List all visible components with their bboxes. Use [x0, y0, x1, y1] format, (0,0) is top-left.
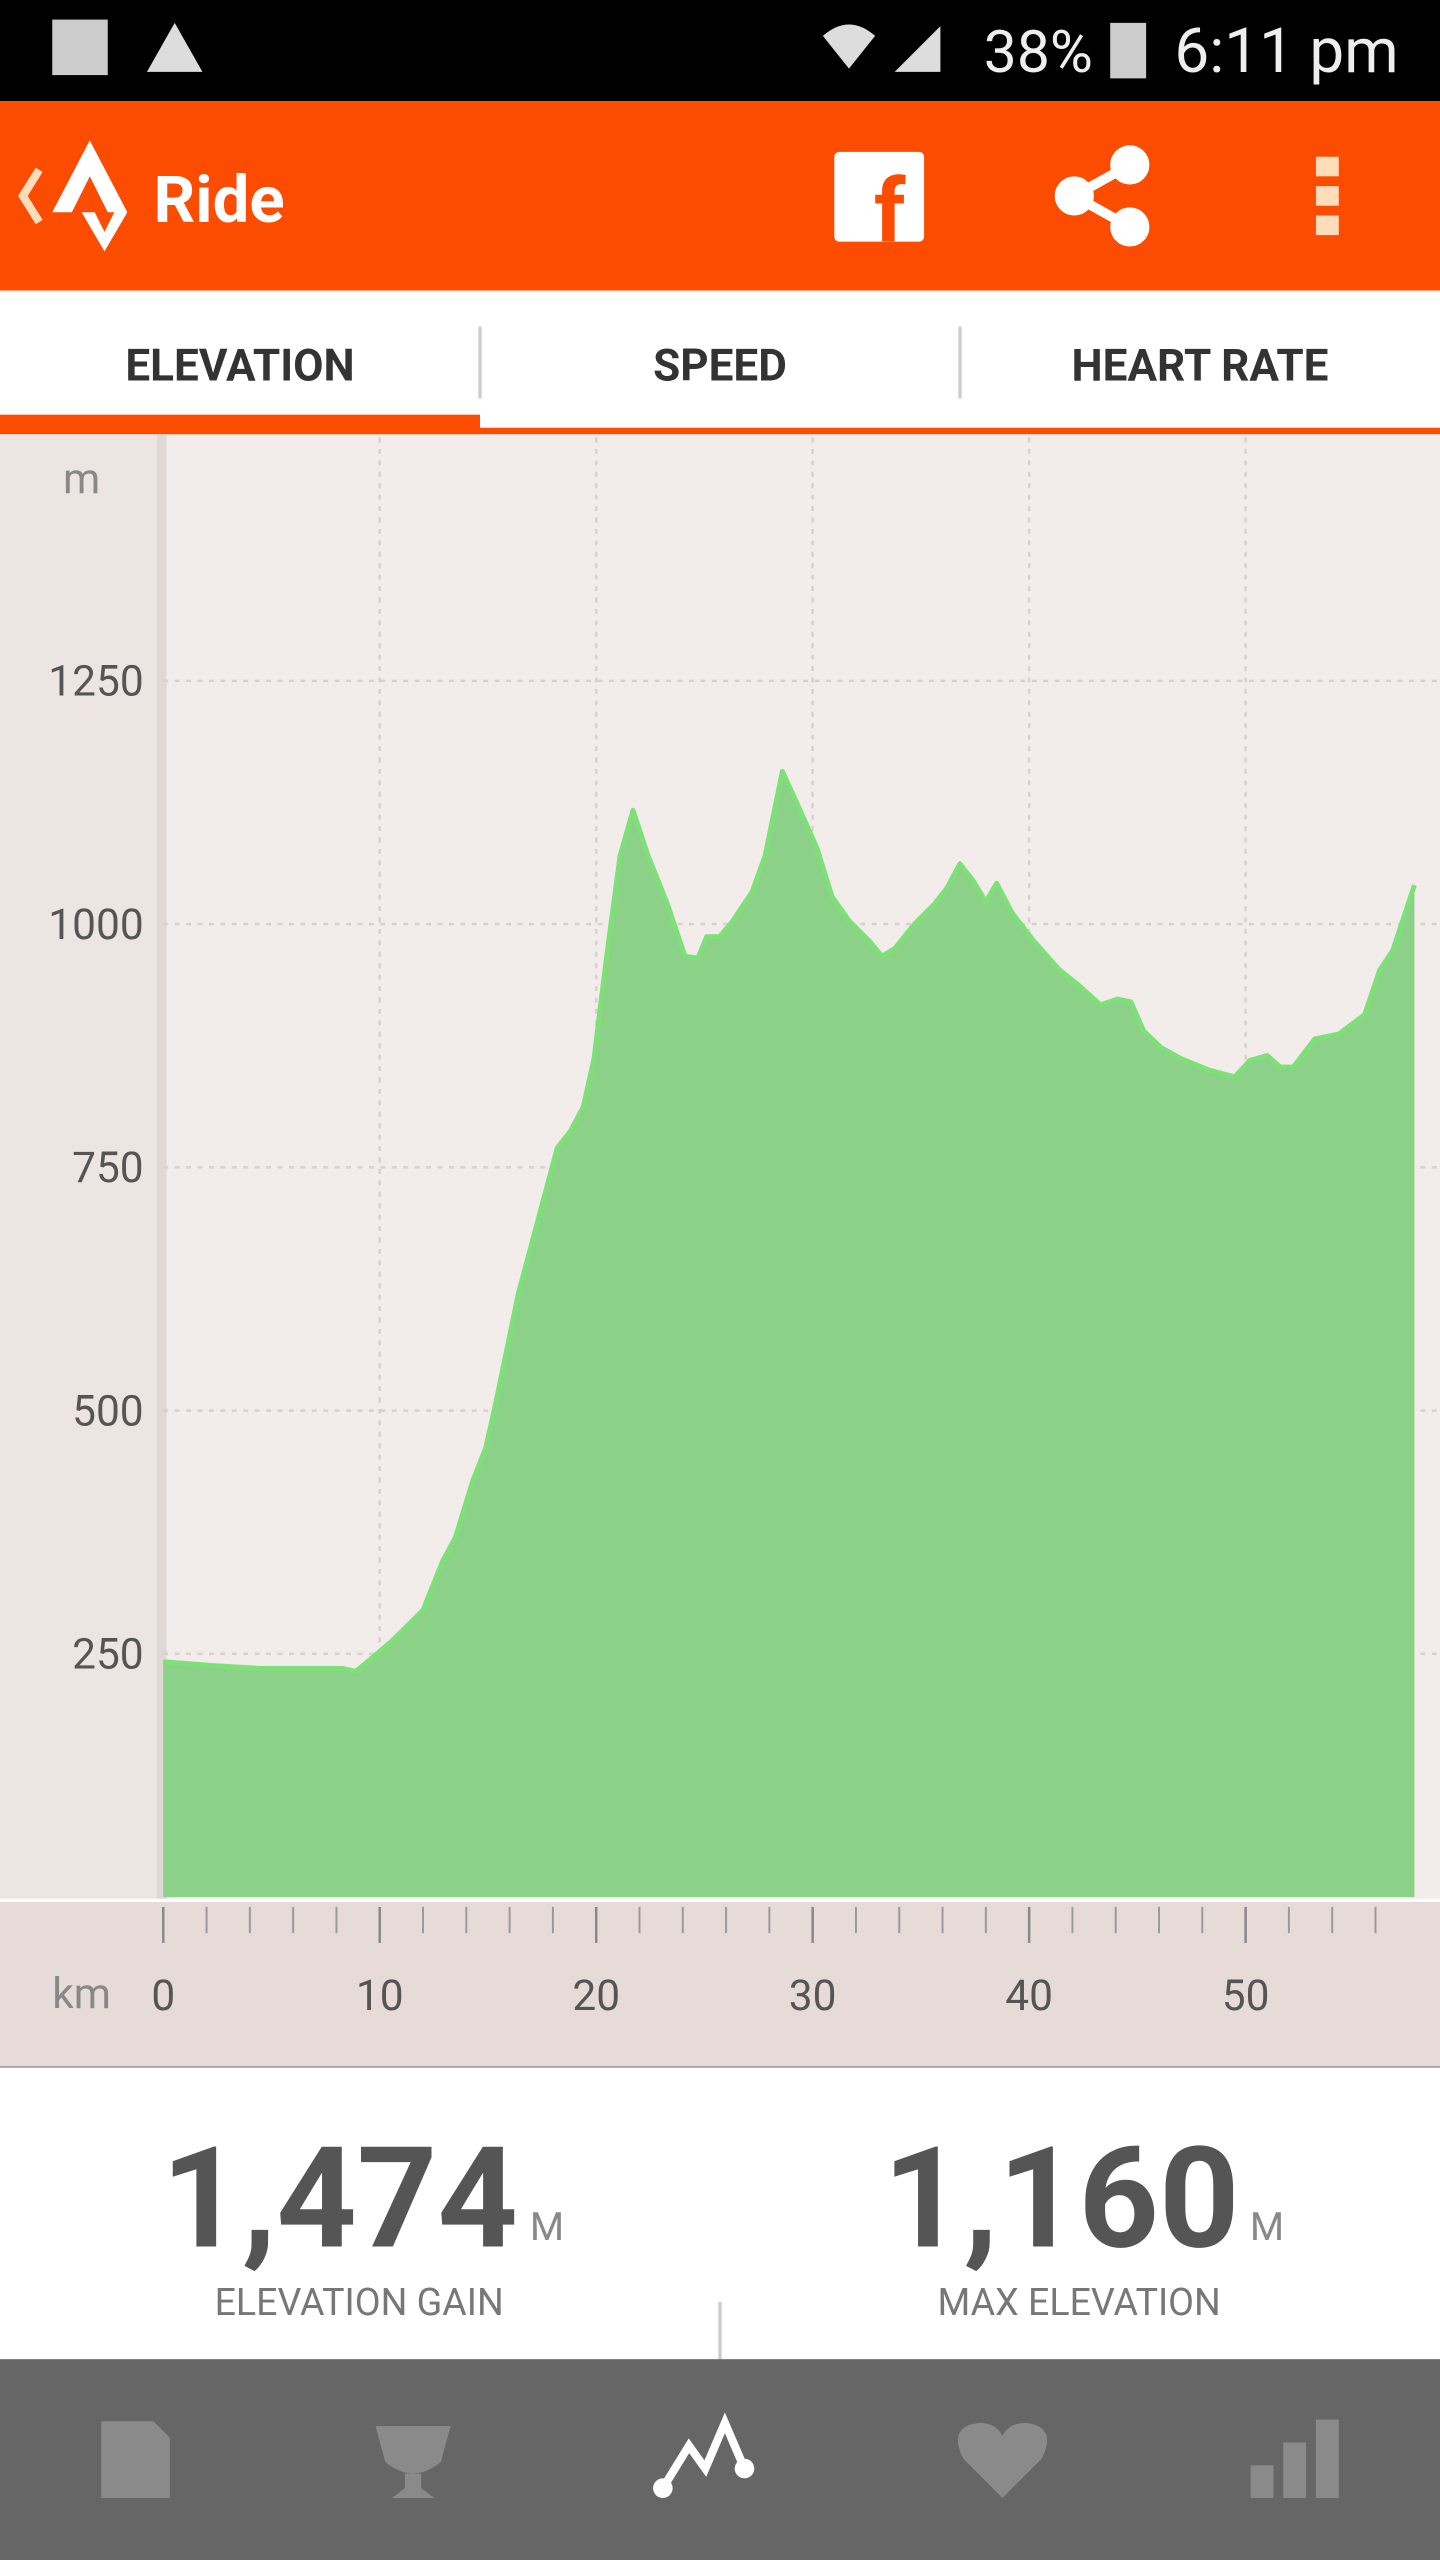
facebook-glyph: f [874, 160, 906, 264]
y-tick-label: 1000 [48, 901, 143, 950]
tab[interactable]: HEART RATE [1072, 339, 1329, 391]
app-icon [52, 19, 108, 76]
strava-logo[interactable] [52, 140, 128, 252]
y-tick-label: 750 [72, 1144, 144, 1193]
warning-icon [146, 22, 203, 72]
stat-label: ELEVATION GAIN [215, 2281, 504, 2325]
back-arrow[interactable] [18, 167, 43, 225]
stat-unit: M [1250, 2204, 1284, 2250]
tab[interactable]: ELEVATION [125, 339, 354, 391]
nav-stats[interactable] [1250, 2419, 1339, 2498]
stat-unit: M [530, 2204, 564, 2250]
facebook-button[interactable] [834, 151, 925, 242]
x-tick-label: 50 [1222, 1972, 1270, 2021]
plot: 250 500 750 1000 1250 0 10 20 30 40 50 [48, 437, 1440, 2021]
y-tick-label: 500 [72, 1387, 144, 1436]
x-tick-label: 40 [1005, 1972, 1053, 2021]
share-button[interactable] [1054, 145, 1150, 247]
bottom-nav [0, 2359, 1440, 2560]
app-bar [0, 101, 1440, 291]
x-tick-label: 0 [151, 1972, 175, 2021]
y-axis-panel [0, 434, 164, 1901]
stat-label: MAX ELEVATION [938, 2281, 1221, 2325]
nav-analysis-dot [653, 2478, 673, 2498]
y-tick-label: 1250 [48, 658, 143, 707]
battery-icon [1110, 22, 1147, 79]
nav-heart[interactable] [957, 2422, 1048, 2498]
nav-analysis-dot [734, 2458, 755, 2479]
x-axis-panel [0, 1900, 1440, 2067]
y-tick-label: 250 [72, 1631, 144, 1680]
tab-bar [0, 290, 1440, 435]
area [163, 771, 1415, 1898]
nav-analysis[interactable] [659, 2412, 749, 2491]
active-tab-indicator [0, 414, 480, 435]
status-bar [0, 0, 1440, 102]
nav-trophy[interactable] [375, 2426, 451, 2498]
x-tick-label: 10 [356, 1972, 404, 2021]
overflow-menu[interactable] [1315, 156, 1339, 236]
x-tick-label: 30 [789, 1972, 837, 2021]
y-unit: m [63, 455, 100, 504]
y-axis-shadow [156, 434, 167, 1901]
stat-value: 1,160 [883, 2118, 1240, 2282]
stat-value: 1,474 [161, 2118, 518, 2282]
app-title: Ride [153, 161, 284, 238]
nav-feed[interactable] [101, 2421, 170, 2498]
clock: 6:11 pm [1174, 15, 1398, 88]
battery-percent: 38% [984, 18, 1093, 87]
tab[interactable]: SPEED [653, 339, 787, 391]
area-line [163, 768, 1417, 1674]
tab-underline [0, 427, 1440, 435]
x-unit: km [52, 1970, 111, 2019]
x-tick-label: 20 [572, 1972, 620, 2021]
wifi-icon [822, 24, 876, 69]
